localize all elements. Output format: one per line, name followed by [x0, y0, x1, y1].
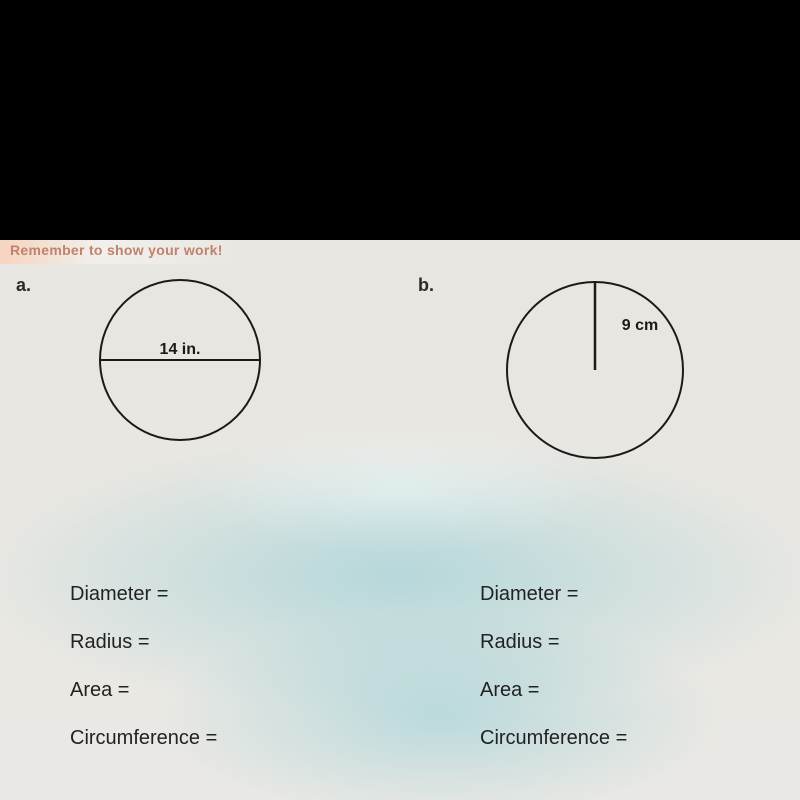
a-radius-label: Radius =	[70, 618, 217, 666]
a-diameter-label: Diameter =	[70, 570, 217, 618]
a-circumference-label: Circumference =	[70, 714, 217, 762]
b-area-label: Area =	[480, 666, 627, 714]
top-black-bar	[0, 0, 800, 240]
answers-a: Diameter = Radius = Area = Circumference…	[70, 570, 217, 762]
worksheet-area: Remember to show your work! a. b. 14 in.…	[0, 240, 800, 800]
b-circumference-label: Circumference =	[480, 714, 627, 762]
a-area-label: Area =	[70, 666, 217, 714]
b-radius-label: Radius =	[480, 618, 627, 666]
circle-b-measure: 9 cm	[622, 317, 658, 334]
instruction-text: Remember to show your work!	[10, 242, 223, 258]
problem-a-label: a.	[16, 275, 31, 296]
circle-b-svg: 9 cm	[490, 270, 700, 470]
circle-a-measure: 14 in.	[160, 341, 201, 358]
circle-b: 9 cm	[490, 270, 700, 475]
circle-a-svg: 14 in.	[80, 270, 280, 450]
b-diameter-label: Diameter =	[480, 570, 627, 618]
problem-b-label: b.	[418, 275, 434, 296]
answers-b: Diameter = Radius = Area = Circumference…	[480, 570, 627, 762]
circle-a: 14 in.	[80, 270, 280, 455]
